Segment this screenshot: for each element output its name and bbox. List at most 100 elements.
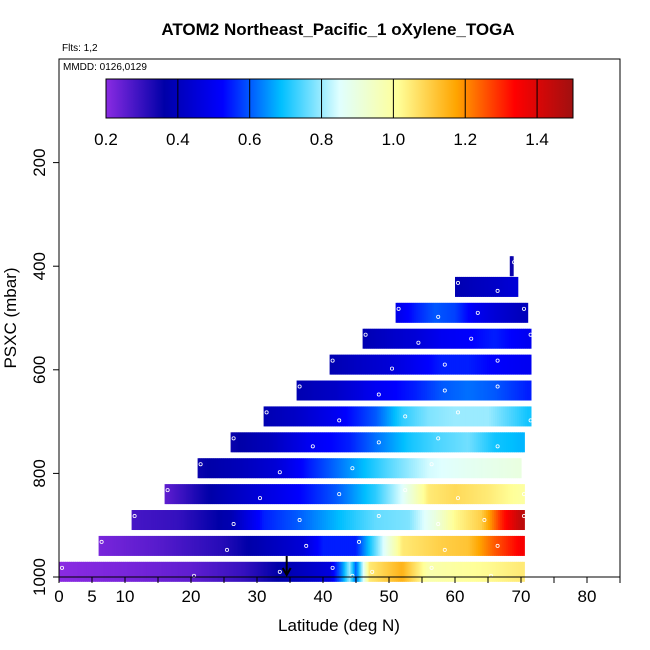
heatmap-cell bbox=[514, 406, 518, 427]
heatmap-cell bbox=[86, 561, 90, 582]
heatmap-cell bbox=[511, 458, 514, 479]
heatmap-cell bbox=[316, 380, 320, 401]
heatmap-cell bbox=[452, 561, 456, 582]
heatmap-cell bbox=[321, 510, 325, 531]
heatmap-cell bbox=[352, 380, 356, 401]
heatmap-cell bbox=[416, 510, 419, 531]
heatmap-cell bbox=[250, 561, 254, 582]
sample-point bbox=[475, 310, 480, 315]
heatmap-cell bbox=[376, 484, 380, 505]
heatmap-cell bbox=[370, 432, 374, 453]
heatmap-cell bbox=[505, 458, 508, 479]
heatmap-cell bbox=[222, 535, 226, 556]
heatmap-cell bbox=[376, 432, 380, 453]
heatmap-cell bbox=[280, 561, 284, 582]
heatmap-cell bbox=[362, 380, 366, 401]
heatmap-cell bbox=[432, 432, 435, 453]
heatmap-cell bbox=[303, 406, 307, 427]
heatmap-cell bbox=[442, 380, 446, 401]
heatmap-cell bbox=[273, 510, 277, 531]
sample-point bbox=[60, 565, 65, 570]
heatmap-cell bbox=[426, 510, 429, 531]
heatmap-cell bbox=[498, 432, 501, 453]
heatmap-cell bbox=[176, 561, 180, 582]
heatmap-cell bbox=[504, 510, 507, 531]
heatmap-cell bbox=[350, 380, 354, 401]
sample-point bbox=[363, 332, 368, 337]
heatmap-cell bbox=[276, 535, 280, 556]
heatmap-cell bbox=[378, 535, 382, 556]
heatmap-cell bbox=[415, 406, 418, 427]
heatmap-cell bbox=[440, 380, 444, 401]
heatmap-cell bbox=[444, 510, 447, 531]
heatmap-cell bbox=[484, 432, 487, 453]
heatmap-cell bbox=[196, 535, 200, 556]
heatmap-cell bbox=[465, 354, 468, 375]
heatmap-cell bbox=[327, 406, 331, 427]
heatmap-cell bbox=[441, 406, 444, 427]
heatmap-cell bbox=[512, 354, 516, 375]
heatmap-cell bbox=[499, 302, 503, 323]
heatmap-cell bbox=[509, 458, 512, 479]
heatmap-cell bbox=[300, 432, 304, 453]
heatmap-cell bbox=[511, 276, 515, 297]
heatmap-cell bbox=[465, 276, 468, 297]
heatmap-cell bbox=[500, 484, 503, 505]
heatmap-cell bbox=[339, 510, 343, 531]
heatmap-cell bbox=[204, 535, 208, 556]
heatmap-cell bbox=[220, 535, 224, 556]
heatmap-cell bbox=[205, 510, 209, 531]
heatmap-cell bbox=[293, 458, 297, 479]
heatmap-cell bbox=[263, 510, 267, 531]
heatmap-cell bbox=[390, 484, 394, 505]
heatmap-cell bbox=[391, 354, 394, 375]
heatmap-cell bbox=[514, 561, 517, 582]
heatmap-cell bbox=[375, 354, 379, 375]
heatmap-cell bbox=[195, 510, 199, 531]
heatmap-cell bbox=[473, 276, 476, 297]
heatmap-cell bbox=[508, 406, 512, 427]
heatmap-cell bbox=[353, 354, 357, 375]
heatmap-cell bbox=[168, 484, 172, 505]
heatmap-cell bbox=[299, 406, 303, 427]
colorbar bbox=[105, 78, 574, 119]
heatmap-cell bbox=[314, 380, 318, 401]
heatmap-cell bbox=[392, 561, 396, 582]
heatmap-cell bbox=[402, 561, 406, 582]
heatmap-cell bbox=[144, 535, 148, 556]
heatmap-cell bbox=[150, 535, 154, 556]
heatmap-cell bbox=[238, 561, 242, 582]
heatmap-cell bbox=[351, 354, 355, 375]
heatmap-cell bbox=[254, 535, 258, 556]
heatmap-cell bbox=[449, 406, 452, 427]
heatmap-cell bbox=[483, 276, 486, 297]
heatmap-cell bbox=[476, 510, 479, 531]
heatmap-cell bbox=[413, 302, 417, 323]
heatmap-cell bbox=[520, 406, 524, 427]
heatmap-cell bbox=[412, 328, 416, 349]
heatmap-cell bbox=[493, 302, 497, 323]
heatmap-cell bbox=[265, 458, 269, 479]
heatmap-cell bbox=[485, 458, 488, 479]
heatmap-cell bbox=[387, 458, 390, 479]
heatmap-cell bbox=[194, 561, 198, 582]
heatmap-cell bbox=[64, 561, 68, 582]
heatmap-cell bbox=[150, 561, 154, 582]
heatmap-cell bbox=[335, 354, 339, 375]
heatmap-cell bbox=[424, 561, 428, 582]
heatmap-cell bbox=[305, 510, 309, 531]
heatmap-cell bbox=[148, 561, 152, 582]
heatmap-cell bbox=[216, 561, 220, 582]
heatmap-cell bbox=[349, 406, 352, 427]
heatmap-cell bbox=[404, 535, 407, 556]
heatmap-cell bbox=[473, 354, 476, 375]
heatmap-cell bbox=[506, 535, 509, 556]
heatmap-cell bbox=[332, 380, 336, 401]
heatmap-cell bbox=[485, 354, 488, 375]
heatmap-cell bbox=[307, 510, 311, 531]
heatmap-cell bbox=[211, 510, 215, 531]
heatmap-cell bbox=[310, 484, 314, 505]
heatmap-cell bbox=[442, 484, 445, 505]
heatmap-cell bbox=[463, 276, 466, 297]
heatmap-cell bbox=[133, 510, 137, 531]
